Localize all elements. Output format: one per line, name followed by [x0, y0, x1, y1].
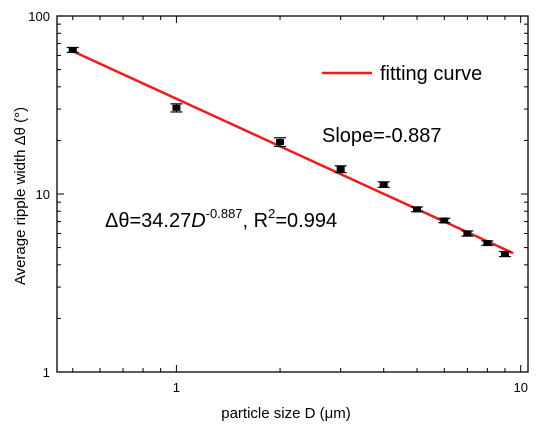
data-point [170, 103, 183, 113]
data-points [66, 46, 511, 258]
point-marker [500, 251, 509, 258]
data-point [274, 137, 287, 148]
fitting-curve-line [72, 50, 514, 255]
eq-part1: Δθ=34.27 [105, 210, 191, 232]
y-tick-label: 10 [36, 187, 50, 202]
data-point [411, 206, 424, 213]
y-tick-label: 1 [43, 365, 50, 380]
point-marker [336, 166, 345, 173]
point-marker [172, 104, 181, 111]
legend-label: fitting curve [380, 63, 482, 85]
legend: fitting curve [322, 63, 482, 85]
data-point [438, 217, 451, 224]
ticks: 1 10 1 10 100 [28, 9, 528, 395]
x-tick-label: 10 [513, 380, 527, 395]
x-tick-label: 1 [173, 380, 180, 395]
point-marker [463, 230, 472, 237]
y-tick-label: 100 [28, 9, 50, 24]
equation-annotation: Δθ=34.27D-0.887, R2=0.994 [105, 206, 337, 232]
data-point [66, 46, 79, 53]
y-axis-title: Average ripple width Δθ (°) [12, 107, 29, 285]
point-marker [276, 138, 285, 145]
eq-r2-sup: 2 [268, 206, 275, 221]
data-point [334, 165, 347, 174]
eq-part2: , R [243, 210, 269, 232]
x-axis-title: particle size D (μm) [221, 405, 351, 422]
point-marker [440, 217, 449, 224]
point-marker [68, 46, 77, 53]
eq-var: D [191, 210, 205, 232]
point-marker [413, 206, 422, 213]
slope-annotation: Slope=-0.887 [322, 125, 442, 147]
data-point [498, 250, 511, 258]
data-point [461, 230, 474, 237]
eq-exponent: -0.887 [206, 206, 243, 221]
point-marker [379, 181, 388, 188]
eq-part3: =0.994 [275, 210, 337, 232]
fit-line-group [72, 50, 514, 255]
point-marker [483, 240, 492, 247]
data-point [481, 240, 494, 247]
data-point [377, 181, 390, 188]
